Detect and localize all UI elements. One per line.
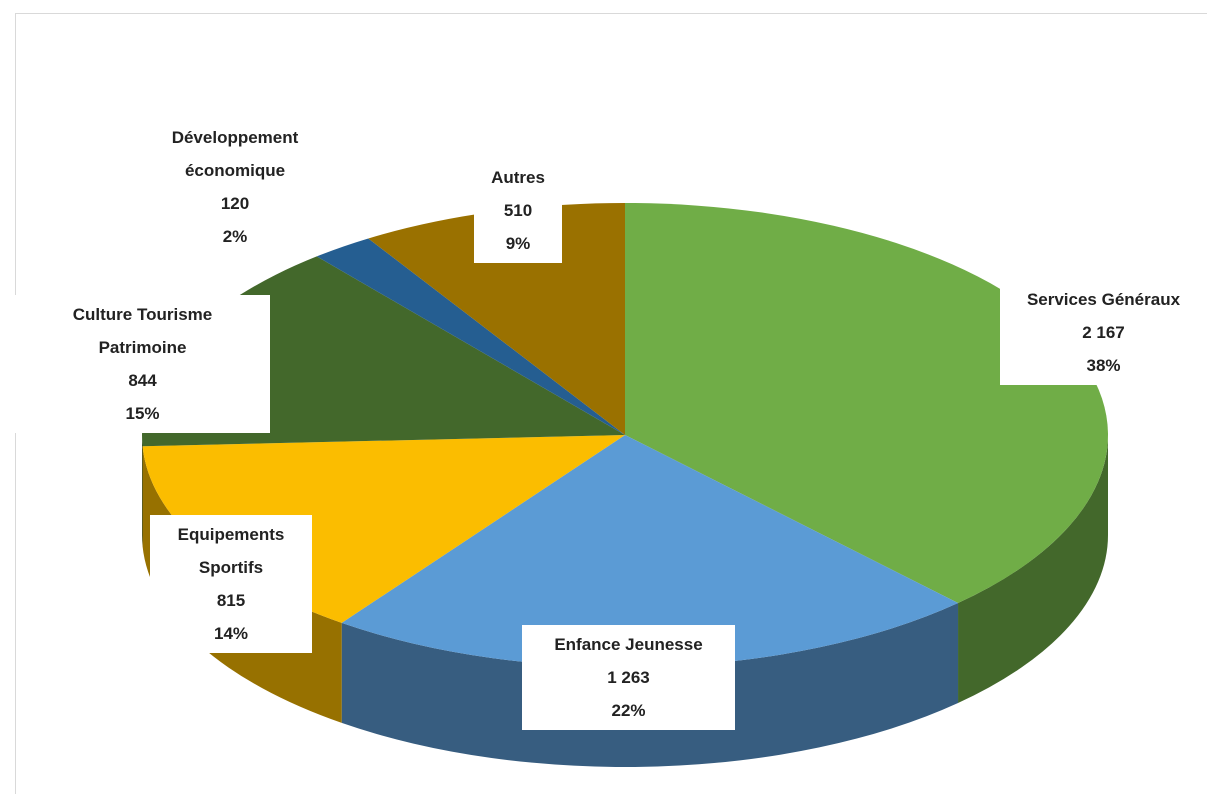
label-percent: 2%: [222, 227, 248, 246]
label-category: Equipements Sportifs: [177, 525, 285, 577]
label-value: 1 263: [607, 668, 650, 687]
data-label: Services Généraux 2 167 38%: [1000, 280, 1207, 385]
label-value: 510: [503, 201, 533, 220]
data-label: Culture Tourisme Patrimoine 844 15%: [15, 295, 270, 433]
label-value: 815: [216, 591, 246, 610]
label-value: 120: [220, 194, 250, 213]
label-category: Développement économique: [171, 128, 299, 180]
data-label: Enfance Jeunesse 1 263 22%: [522, 625, 735, 730]
label-percent: 15%: [125, 404, 160, 423]
label-percent: 22%: [611, 701, 646, 720]
label-value: 2 167: [1082, 323, 1125, 342]
label-category: Enfance Jeunesse: [554, 635, 703, 654]
slice: [341, 435, 959, 667]
data-label: Equipements Sportifs 815 14%: [150, 515, 312, 653]
label-value: 844: [128, 371, 157, 390]
label-percent: 14%: [213, 624, 249, 643]
slice-side: [958, 435, 1108, 704]
slice-side: [142, 435, 143, 547]
label-category: Services Généraux: [1026, 290, 1181, 309]
slice: [625, 203, 1108, 604]
slice: [316, 238, 625, 435]
label-category: Culture Tourisme Patrimoine: [72, 305, 213, 357]
data-label: Autres 510 9%: [474, 158, 562, 263]
label-percent: 9%: [505, 234, 531, 253]
label-percent: 38%: [1086, 356, 1121, 375]
data-label: Développement économique 120 2%: [135, 118, 335, 256]
label-category: Autres: [491, 168, 545, 187]
